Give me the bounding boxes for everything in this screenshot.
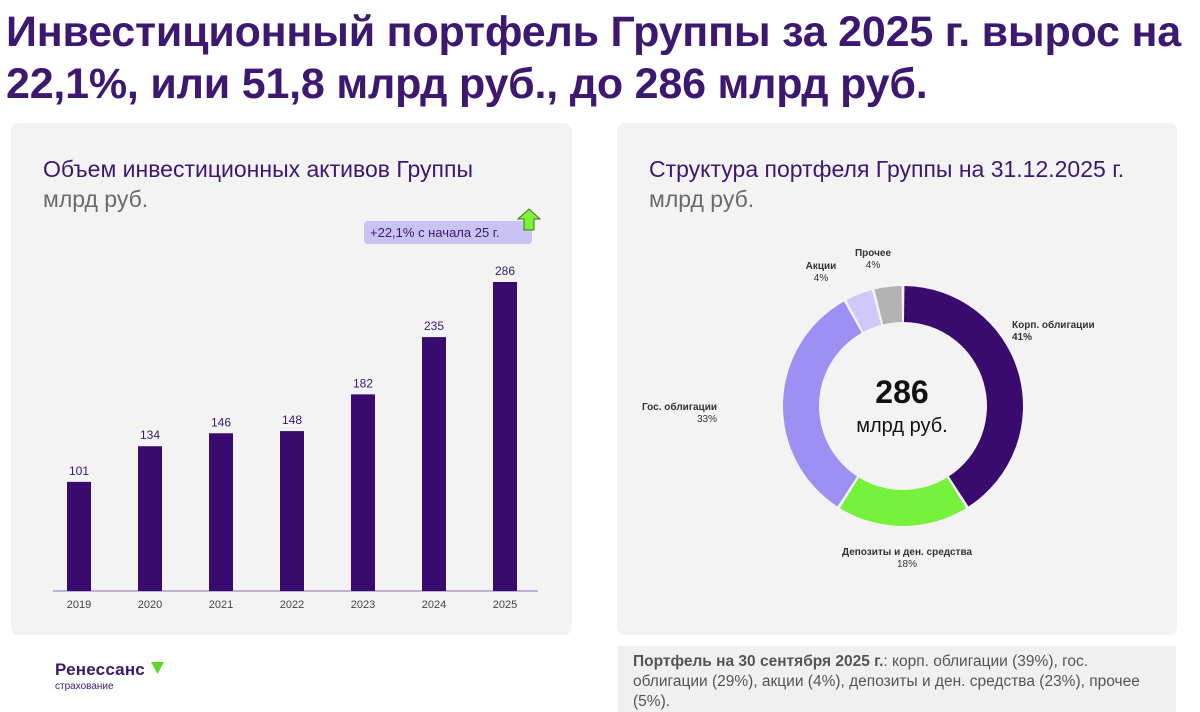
bar-value-label: 101 [69,464,89,478]
x-tick-label: 2022 [280,599,304,611]
donut-chart-title: Структура портфеля Группы на 31.12.2025 … [649,156,1125,182]
slice-label: Прочее [855,248,892,259]
donut-center-unit: млрд руб. [856,415,947,437]
bar-2023 [351,394,375,591]
donut-chart-panel: Структура портфеля Группы на 31.12.2025 … [617,123,1177,635]
bar-value-label: 182 [353,376,373,390]
bar-value-label: 134 [140,428,160,442]
x-tick-label: 2025 [493,599,517,611]
bar-value-label: 286 [495,264,515,278]
slice-pct-label: 4% [814,273,829,284]
footnote-text: : корп. облигации (39%), гос. облигации … [633,653,1140,710]
donut-slice-corp [904,286,1024,507]
x-tick-label: 2020 [138,599,162,611]
bar-chart-title: Объем инвестиционных активов Группы [43,156,473,182]
logo-triangle-icon [151,662,164,674]
page-title: Инвестиционный портфель Группы за 2025 г… [6,8,1181,108]
x-tick-label: 2019 [67,599,91,611]
donut-slice-gov [783,301,862,507]
bar-chart-panel: Объем инвестиционных активов Группы млрд… [11,123,572,635]
slice-pct-label: 41% [1012,332,1032,343]
bar-chart: +22,1% с начала 25 г. 101 2019 134 2020 146 2… [53,208,542,611]
bar-value-label: 148 [282,413,302,427]
slice-pct-label: 4% [866,260,881,271]
slice-pct-label: 33% [697,414,717,425]
donut-chart-unit: млрд руб. [649,186,755,212]
bar-2025 [493,282,517,591]
company-logo: Ренессанс страхование [55,660,164,692]
donut-center-value: 286 [875,374,928,410]
footnote: Портфель на 30 сентября 2025 г.: корп. о… [618,646,1176,712]
bar-value-label: 146 [211,415,231,429]
logo-subtitle: страхование [55,681,114,692]
growth-badge [364,221,532,244]
bar-2020 [138,446,162,591]
logo-name: Ренессанс [55,660,145,679]
x-tick-label: 2024 [422,599,446,611]
bar-2019 [67,481,91,591]
bar-2024 [422,337,446,591]
bar-2022 [280,431,304,591]
up-arrow-icon [516,208,542,231]
slice-label: Депозиты и ден. средства [842,547,973,558]
donut-slice-deposits [839,477,967,526]
slice-pct-label: 18% [897,559,917,570]
bar-chart-unit: млрд руб. [43,186,149,212]
slice-label: Акции [806,261,837,272]
growth-badge-label: +22,1% с начала 25 г. [370,225,500,240]
x-tick-label: 2021 [209,599,233,611]
bar-value-label: 235 [424,319,444,333]
bar-2021 [209,433,233,591]
slice-label: Гос. облигации [642,401,717,413]
x-tick-label: 2023 [351,599,375,611]
footnote-bold: Портфель на 30 сентября 2025 г. [633,653,884,670]
donut-slice-stocks [846,290,882,332]
donut-slice-other [874,286,902,325]
slice-label: Корп. облигации [1012,319,1095,331]
